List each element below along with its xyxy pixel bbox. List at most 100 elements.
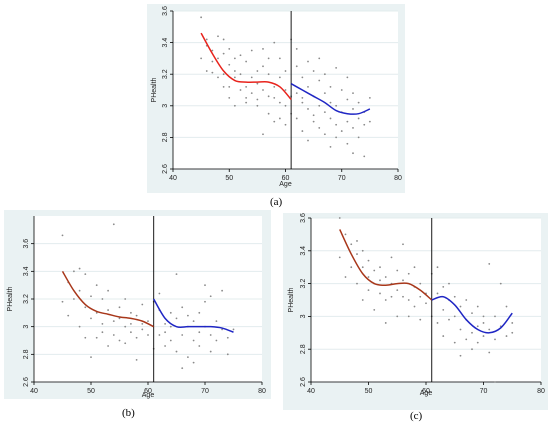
x-tick-label: 50: [365, 388, 373, 395]
data-point: [419, 282, 422, 285]
data-point: [118, 306, 121, 309]
data-point: [90, 356, 92, 358]
data-point: [239, 89, 242, 91]
data-point: [141, 328, 144, 331]
data-point: [204, 300, 206, 303]
y-axis-title: PHealth: [151, 77, 158, 102]
data-point: [323, 133, 326, 136]
data-point: [239, 54, 242, 57]
data-point: [273, 120, 276, 123]
data-point: [256, 70, 259, 72]
x-tick-label: 40: [169, 175, 177, 182]
data-point: [187, 356, 189, 358]
data-point: [175, 317, 178, 320]
data-point: [368, 120, 371, 123]
data-point: [352, 108, 354, 110]
x-tick-label: 40: [30, 388, 38, 395]
data-point: [250, 92, 253, 95]
y-tick-label: 3.6: [300, 213, 307, 223]
data-point: [262, 48, 264, 50]
data-point: [198, 331, 201, 334]
data-point: [226, 336, 229, 339]
data-point: [169, 325, 172, 328]
data-point: [222, 52, 225, 55]
data-point: [384, 276, 387, 278]
data-point: [471, 312, 473, 315]
data-point: [352, 127, 354, 129]
data-point: [384, 299, 387, 301]
data-point: [84, 306, 87, 309]
data-point: [329, 145, 332, 148]
data-point: [205, 38, 208, 41]
data-point: [200, 16, 203, 19]
data-point: [250, 76, 253, 79]
data-point: [373, 269, 376, 272]
data-point: [436, 292, 439, 295]
data-point: [124, 325, 127, 328]
data-point: [494, 381, 496, 383]
data-point: [379, 266, 381, 269]
data-point: [459, 328, 462, 331]
data-point: [323, 92, 326, 95]
data-point: [215, 320, 218, 323]
data-point: [301, 130, 304, 132]
data-point: [90, 317, 92, 320]
data-point: [204, 284, 206, 287]
y-tick-label: 3.4: [23, 266, 30, 276]
data-point: [95, 284, 98, 287]
data-point: [442, 308, 445, 311]
data-point: [67, 314, 70, 317]
data-point: [407, 299, 410, 301]
scatter-plot-b: 2.6 2.8 3 3.2 3.4 3.6 40 50 60 70 80 Age PHealth: [7, 216, 266, 399]
data-point: [221, 328, 224, 331]
data-point: [267, 57, 270, 60]
data-point: [367, 276, 370, 278]
fit-line-right: [153, 298, 234, 333]
data-point: [419, 318, 422, 321]
data-point: [379, 279, 381, 282]
data-point: [147, 334, 149, 336]
data-point: [396, 289, 399, 292]
data-point: [101, 331, 104, 334]
data-point: [73, 270, 75, 273]
data-point: [267, 112, 270, 115]
data-point: [340, 89, 343, 91]
data-point: [124, 342, 127, 345]
data-point: [200, 57, 203, 60]
data-point: [284, 104, 287, 107]
panel-caption-b: (b): [122, 407, 135, 419]
data-point: [465, 299, 468, 301]
data-point: [312, 120, 315, 123]
data-point: [361, 299, 364, 301]
data-point: [205, 70, 208, 72]
data-point: [209, 295, 212, 298]
data-point: [476, 341, 479, 344]
data-point: [112, 334, 115, 336]
data-point: [335, 104, 338, 107]
data-point: [390, 256, 393, 259]
data-point: [130, 311, 132, 314]
data-point: [284, 89, 287, 91]
y-tick-label: 3.4: [162, 38, 169, 48]
data-point: [307, 60, 309, 63]
data-point: [228, 48, 231, 50]
x-tick-label: 60: [422, 388, 430, 395]
data-point: [363, 155, 366, 158]
plot-area: [311, 218, 541, 382]
data-point: [175, 273, 178, 275]
data-point: [442, 335, 445, 337]
data-point: [442, 285, 445, 288]
x-tick-label: 60: [144, 388, 152, 395]
data-point: [273, 85, 276, 88]
data-point: [402, 243, 404, 246]
data-point: [245, 97, 248, 99]
data-point: [453, 341, 456, 344]
data-point: [211, 60, 214, 63]
y-tick-label: 3: [162, 104, 169, 108]
data-point: [352, 152, 354, 155]
data-point: [233, 57, 236, 60]
data-point: [357, 101, 360, 104]
x-tick-label: 60: [282, 175, 290, 182]
data-point: [198, 345, 201, 347]
fit-line-left: [61, 270, 155, 328]
